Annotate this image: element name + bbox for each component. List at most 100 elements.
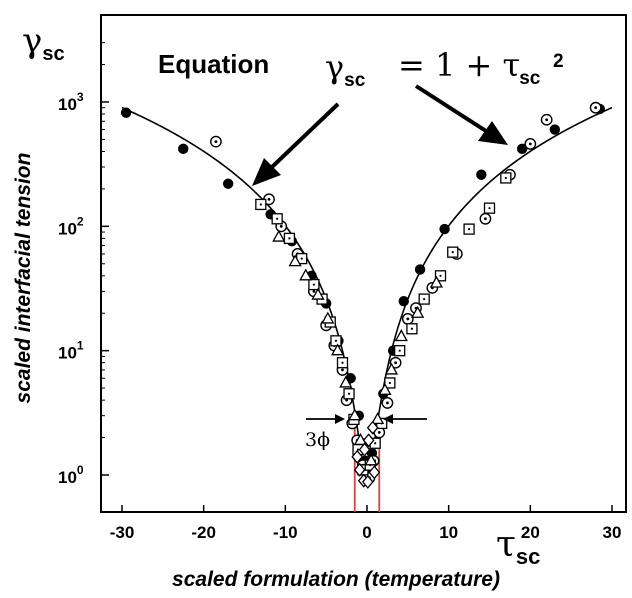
point-open-square-dot [388,381,391,385]
point-open-triangle [384,362,399,375]
point-open-circle-dot [377,431,381,434]
point-open-square-dot [300,257,303,260]
point-open-triangle [353,432,368,445]
point-open-circle-dot [594,106,598,110]
point-open-circle-dot [394,361,397,365]
point-filled-circle [178,143,189,155]
x-tick-label: 10 [439,523,458,542]
point-open-diamond [351,449,364,464]
point-open-triangle [364,453,378,466]
x-tick-label: -10 [273,523,298,542]
point-open-square-dot [439,274,442,277]
point-filled-circle [439,223,450,235]
point-open-triangle [299,268,313,281]
x-tick-label: -30 [110,523,135,542]
point-open-circle-dot [545,118,549,122]
point-filled-circle [549,124,561,135]
point-open-square-dot [398,349,401,352]
point-open-circle-dot [345,398,348,402]
point-open-square-dot [259,203,262,206]
point-open-square-dot [488,207,491,210]
point-open-circle-dot [267,197,271,201]
y-tick-label: 103 [58,90,84,114]
point-open-triangle [331,343,345,356]
point-open-circle-dot [341,368,344,372]
point-open-square-dot [276,217,279,220]
ticks-layer: -30 -20 -10 0 10 20 30 100 101 102 103 [58,42,622,542]
equation-word: Equation [158,49,269,79]
point-open-square-dot [410,327,414,330]
equation-rhs: = 1 + τsc [398,46,541,89]
point-open-triangle [371,412,385,425]
right-arrow-line [414,84,488,133]
point-open-circle-dot [312,289,316,293]
x-tick-label: 0 [362,523,371,542]
point-open-circle-dot [279,224,283,228]
point-open-diamond [366,420,379,435]
point-open-triangle [348,408,362,421]
point-filled-circle [516,143,528,155]
point-open-triangle [288,254,302,267]
point-open-square-dot [467,228,471,231]
y-tick-label: 100 [58,463,84,487]
equation-rhs-sup: 2 [553,51,564,72]
band-arrow-left-head [335,414,345,424]
y-axis-label: scaled interfacial tension [12,153,35,404]
point-open-triangle [378,382,392,395]
point-filled-circle [476,169,487,180]
left-arrow-line [270,102,340,169]
x-axis-symbol-sub: sc [516,544,540,569]
point-open-square-dot [288,237,291,240]
equation-arrows [252,84,508,186]
x-tick-label: 20 [521,523,540,542]
point-open-diamond [358,442,371,457]
curve-layer [121,106,613,477]
point-open-diamond [368,465,381,480]
x-tick-label: -20 [191,523,216,542]
point-open-diamond [353,462,366,477]
point-open-circle-dot [528,142,532,146]
point-open-circle-dot [386,401,389,405]
point-open-triangle [429,275,444,288]
equation-rhs-sub: sc [519,68,541,89]
point-open-square-dot [312,283,316,286]
point-open-circle-dot [406,317,410,321]
right-arrow-head [478,121,508,145]
model-curve [121,106,613,477]
band-arrows [306,414,427,424]
y-tick-label: 101 [58,339,84,363]
point-open-triangle [394,329,408,342]
point-open-square-dot [423,297,426,301]
point-open-circle-dot [484,217,487,221]
point-open-triangle [311,287,325,300]
point-open-diamond [362,433,375,448]
equation-lhs-sub: sc [344,70,366,91]
point-open-square-dot [334,339,338,342]
point-open-triangle [272,229,286,242]
point-open-square-dot [504,176,507,180]
x-axis-symbol: τsc [496,524,540,569]
left-arrow-head [252,158,281,186]
point-filled-circle [398,295,409,307]
point-filled-circle [414,264,426,275]
y-axis-symbol: γsc [22,21,65,65]
band-label: 3ϕ [305,429,330,451]
band-arrow-right-head [383,414,393,424]
points-layer [120,101,605,489]
point-open-square-dot [374,442,377,445]
point-open-triangle [411,305,425,318]
point-open-circle-dot [214,140,218,144]
x-axis-label: scaled formulation (temperature) [172,568,500,591]
point-open-square-dot [451,251,454,254]
point-open-triangle [339,375,353,388]
y-tick-label: 102 [58,214,84,238]
y-axis-symbol-sub: sc [42,43,64,65]
x-tick-label: 30 [603,523,622,542]
point-open-square-dot [347,392,351,395]
point-filled-circle [222,178,234,189]
point-open-triangle [321,311,335,324]
equation-lhs: γsc [325,48,366,91]
point-open-diamond [361,474,374,489]
point-open-square-dot [341,361,344,364]
